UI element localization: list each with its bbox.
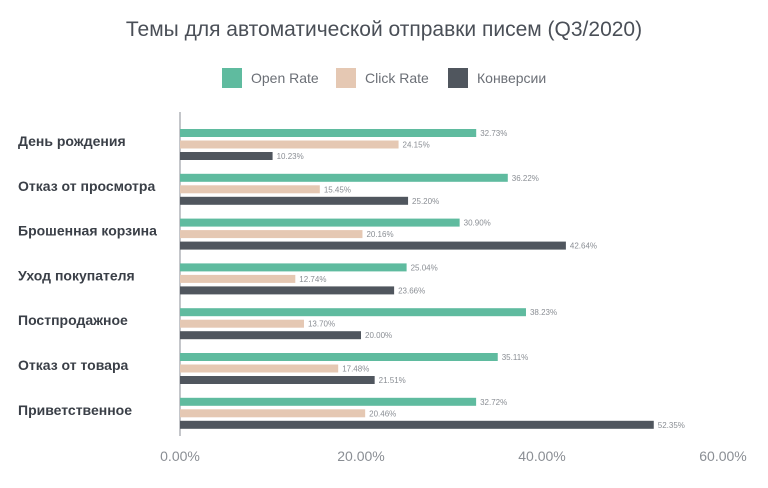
value-label-2-4: 20.00% (365, 331, 392, 340)
bar-1-2 (180, 230, 363, 239)
bar-0-5 (180, 353, 498, 361)
value-label-0-6: 32.72% (480, 398, 507, 407)
value-label-0-2: 30.90% (464, 219, 491, 228)
category-label-5: Отказ от товара (18, 357, 128, 373)
value-label-2-6: 52.35% (658, 421, 685, 430)
value-label-0-5: 35.11% (502, 353, 529, 362)
value-label-0-3: 25.04% (411, 263, 438, 272)
x-tick-label-0: 0.00% (160, 448, 200, 464)
bar-1-0 (180, 140, 399, 149)
legend-swatch-1 (336, 68, 356, 88)
x-axis: 0.00% 20.00% 40.00% 60.00% (160, 448, 747, 464)
bar-0-0 (180, 129, 477, 137)
bar-1-5 (180, 364, 339, 373)
category-label-0: День рождения (18, 133, 126, 149)
category-label-6: Приветственное (18, 402, 132, 418)
chart-title: Темы для автоматической отправки писем (… (126, 18, 642, 41)
legend-swatch-0 (222, 68, 242, 88)
value-label-0-0: 32.73% (480, 129, 507, 138)
x-tick-label-3: 60.00% (699, 448, 746, 464)
bar-0-6 (180, 397, 477, 406)
value-label-2-1: 25.20% (412, 197, 439, 206)
bar-2-4 (180, 331, 361, 340)
value-label-2-0: 10.23% (277, 152, 304, 161)
bar-1-6 (180, 409, 366, 418)
value-label-1-0: 24.15% (403, 141, 430, 150)
plot-area: День рождения 32.73% 24.15% 10.23% Отказ от … (18, 112, 685, 436)
value-label-2-5: 21.51% (379, 376, 406, 385)
bar-0-3 (180, 263, 407, 272)
value-label-1-5: 17.48% (342, 365, 369, 374)
value-label-1-2: 20.16% (366, 230, 393, 239)
legend-label-2: Конверсии (477, 70, 546, 86)
value-label-1-4: 13.70% (308, 320, 335, 329)
x-tick-label-1: 20.00% (337, 448, 384, 464)
category-label-2: Брошенная корзина (18, 223, 157, 239)
value-label-1-1: 15.45% (324, 185, 351, 194)
bar-1-4 (180, 319, 304, 328)
value-label-2-3: 23.66% (398, 286, 425, 295)
bar-2-1 (180, 196, 409, 205)
bar-2-5 (180, 376, 375, 384)
value-label-1-3: 12.74% (299, 275, 326, 284)
category-label-3: Уход покупателя (18, 267, 135, 283)
legend-swatch-2 (448, 68, 468, 88)
legend-label-1: Click Rate (365, 70, 429, 86)
bar-0-1 (180, 173, 508, 182)
value-label-0-1: 36.22% (512, 174, 539, 183)
bar-0-2 (180, 218, 460, 227)
bar-2-2 (180, 241, 566, 250)
value-label-0-4: 38.23% (530, 308, 557, 317)
bar-2-6 (180, 420, 654, 429)
legend-label-0: Open Rate (251, 70, 319, 86)
bar-1-3 (180, 274, 296, 283)
category-label-4: Постпродажное (18, 312, 128, 328)
category-label-1: Отказ от просмотра (18, 178, 155, 194)
bar-1-1 (180, 185, 320, 194)
bar-2-3 (180, 286, 395, 295)
bar-0-4 (180, 308, 526, 317)
x-tick-label-2: 40.00% (518, 448, 565, 464)
value-label-2-2: 42.64% (570, 242, 597, 251)
value-label-1-6: 20.46% (369, 409, 396, 418)
legend: Open Rate Click Rate Конверсии (222, 68, 546, 88)
bar-2-0 (180, 152, 273, 160)
